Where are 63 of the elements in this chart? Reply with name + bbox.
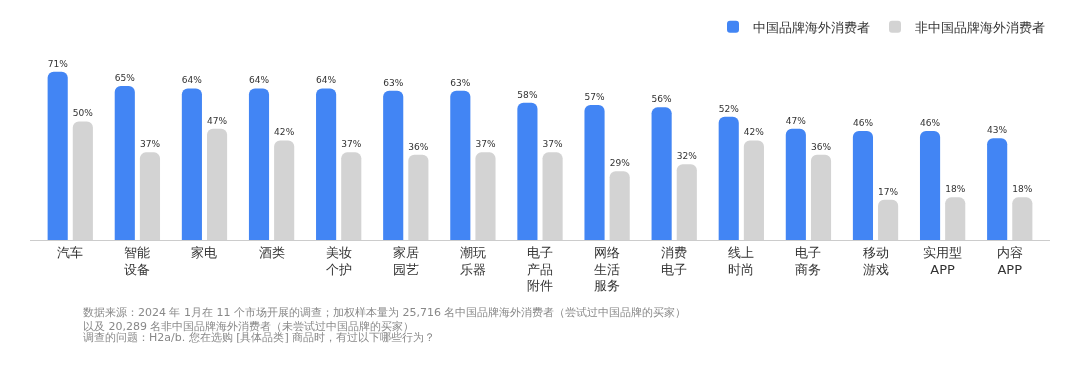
x-tick-label: 电子商务 (795, 244, 822, 277)
bar (248, 88, 270, 240)
x-tick-label: 内容APP (996, 244, 1023, 277)
data-label: 58% (517, 89, 538, 100)
data-label: 17% (878, 186, 899, 197)
data-label: 29% (609, 158, 631, 169)
bar (651, 107, 672, 240)
bar (47, 71, 68, 240)
data-label: 52% (718, 103, 740, 114)
data-label: 63% (450, 77, 471, 88)
data-label: 65% (114, 72, 136, 83)
bar (919, 131, 941, 240)
data-label: 43% (987, 125, 1008, 136)
x-tick-label: 线上时尚 (728, 244, 755, 277)
bar (517, 102, 538, 240)
data-label: 42% (274, 127, 295, 138)
data-label: 42% (743, 127, 765, 138)
data-label: 37% (475, 139, 496, 150)
x-tick-label: 实用型APP (923, 244, 963, 277)
data-label: 36% (810, 141, 832, 152)
x-tick-label: 网络生活服务 (594, 244, 621, 294)
data-label: 18% (945, 184, 966, 195)
data-label: 57% (584, 91, 605, 102)
x-tick-label: 酒类 (258, 244, 285, 260)
bar (114, 86, 135, 240)
bar (383, 90, 404, 240)
x-tick-label: 移动游戏 (862, 244, 889, 277)
bar (718, 116, 739, 240)
data-label: 71% (47, 58, 69, 69)
text: 调查的问题：H2a/b. 您在选购 [具体品类] 商品时，有过以下哪些行为？ (83, 331, 436, 344)
x-tick-label: 家居园艺 (392, 244, 419, 277)
data-label: 50% (72, 108, 94, 119)
data-label: 56% (651, 94, 673, 105)
bar (316, 88, 337, 240)
x-tick-label: 潮玩乐器 (459, 244, 486, 277)
x-tick-label: 消费电子 (661, 244, 688, 277)
x-tick-label: 电子产品附件 (527, 244, 553, 294)
data-label: 37% (542, 139, 564, 150)
x-tick-label: 汽车 (57, 244, 84, 260)
legend-label: 中国品牌海外消费者 (753, 19, 870, 35)
bar (852, 131, 874, 240)
data-label: 64% (248, 75, 270, 86)
bar (181, 88, 202, 240)
data-label: 37% (341, 139, 362, 150)
legend-label: 非中国品牌海外消费者 (915, 19, 1045, 35)
data-label: 46% (920, 117, 941, 128)
data-label: 37% (139, 139, 161, 150)
x-tick-label: 智能设备 (124, 244, 151, 277)
bar (584, 105, 605, 240)
data-label: 47% (785, 115, 807, 126)
data-label: 46% (852, 117, 874, 128)
data-label: 47% (207, 115, 228, 126)
bar (987, 138, 1008, 240)
bar (450, 90, 471, 240)
x-tick-label: 家电 (191, 244, 218, 260)
data-label: 64% (181, 75, 203, 86)
x-tick-label: 美妆个护 (325, 244, 352, 277)
bar (785, 128, 806, 240)
data-label: 64% (316, 75, 337, 86)
data-label: 36% (408, 141, 429, 152)
data-label: 63% (383, 77, 404, 88)
data-label: 18% (1012, 184, 1033, 195)
data-label: 32% (676, 151, 698, 162)
